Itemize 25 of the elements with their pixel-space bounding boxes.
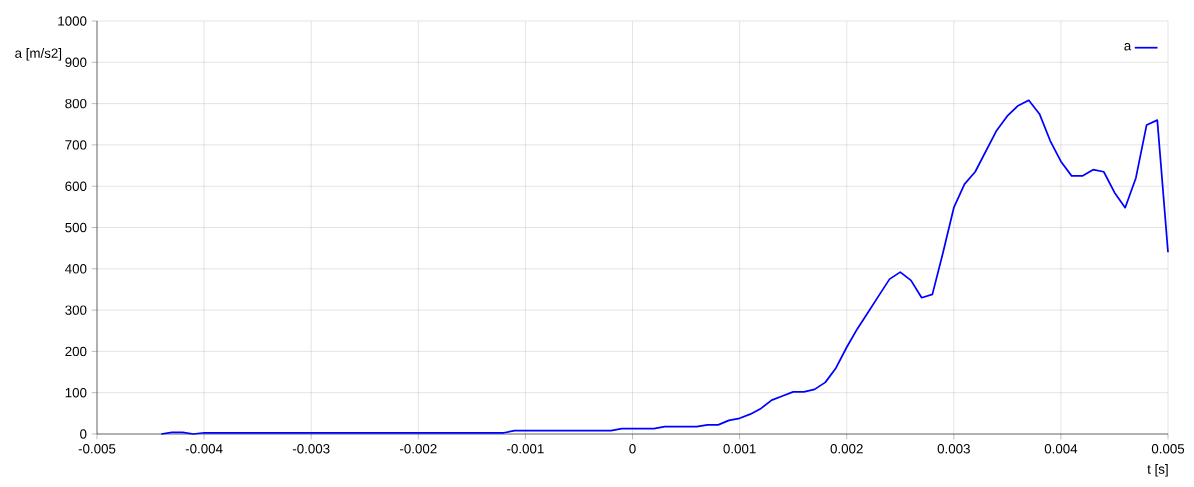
x-tick-label: 0.003 (937, 444, 970, 454)
x-tick-label: -0.004 (185, 444, 223, 454)
x-tick-label: 0.001 (723, 444, 756, 454)
y-tick-label: 600 (65, 181, 87, 191)
y-tick-label: 1000 (58, 16, 87, 26)
x-tick-label: 0.004 (1044, 444, 1078, 454)
y-tick-label: 300 (65, 305, 87, 315)
y-tick-label: 900 (65, 57, 87, 68)
y-tick-label: 700 (65, 140, 87, 150)
x-tick-label: 0 (629, 444, 636, 454)
y-tick-label: 0 (80, 429, 87, 439)
x-tick-label: 0.005 (1151, 444, 1185, 454)
legend-label: a (1124, 43, 1132, 51)
y-tick-label: 400 (65, 264, 87, 274)
x-tick-label: -0.001 (507, 444, 544, 454)
y-axis-title: a [m/s2] (15, 48, 62, 61)
x-tick-label: -0.002 (399, 444, 437, 454)
x-axis-title: t [s] (1147, 464, 1168, 477)
x-tick-label: 0.002 (830, 444, 863, 454)
y-tick-label: 100 (65, 387, 87, 398)
x-tick-label: -0.003 (292, 444, 330, 454)
x-tick-label: -0.005 (78, 444, 116, 454)
y-tick-label: 500 (65, 222, 87, 233)
y-tick-label: 200 (65, 346, 87, 357)
y-tick-label: 800 (65, 98, 87, 109)
